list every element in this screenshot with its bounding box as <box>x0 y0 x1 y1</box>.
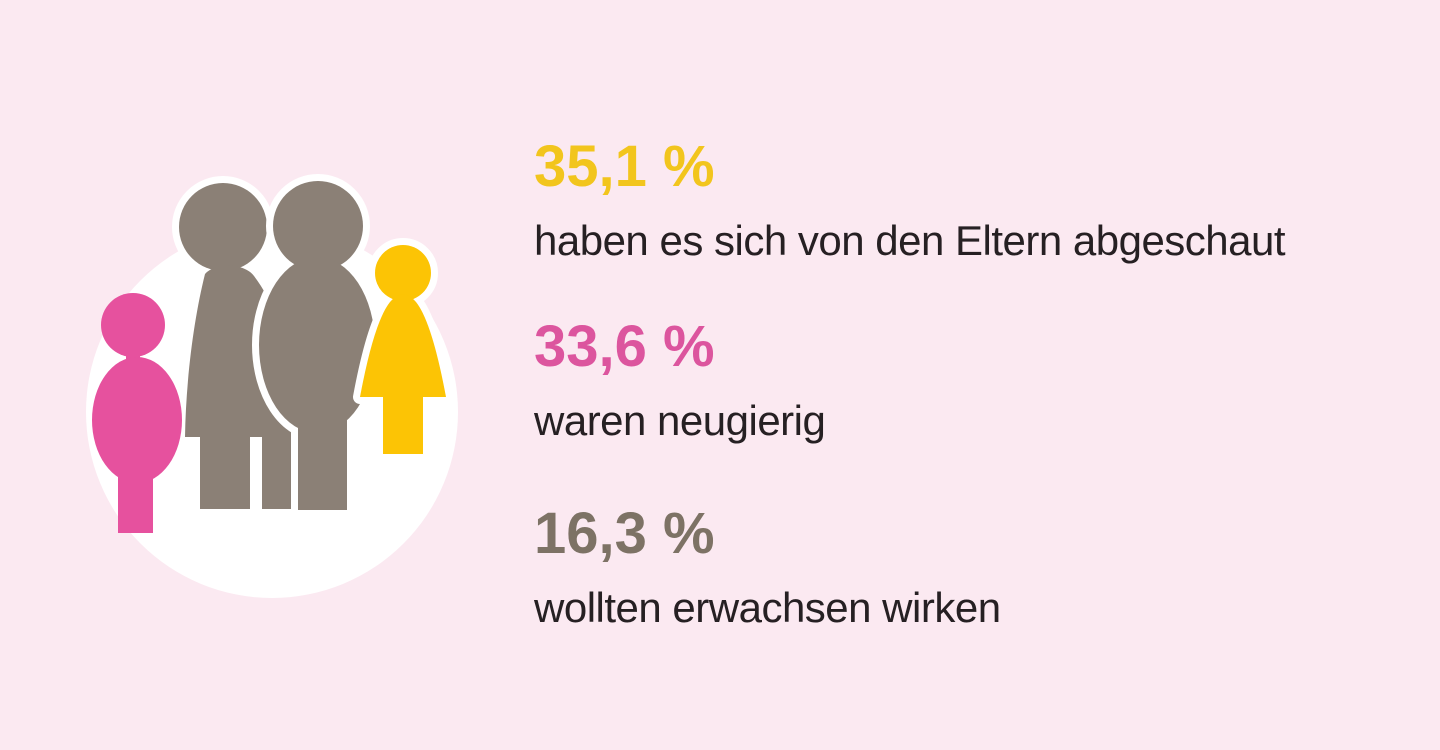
stat-label: waren neugierig <box>534 397 826 444</box>
stat-label: haben es sich von den Eltern abgeschaut <box>534 217 1286 264</box>
stat-value: 16,3 % <box>534 501 715 566</box>
stat-value: 35,1 % <box>534 134 715 199</box>
stat-label: wollten erwachsen wirken <box>534 584 1001 631</box>
stat-value: 33,6 % <box>534 314 715 379</box>
stat-item-erwachsen: 16,3 % wollten erwachsen wirken <box>534 505 1001 629</box>
stat-item-neugierig: 33,6 % waren neugierig <box>534 314 826 444</box>
stat-item-eltern: 35,1 % haben es sich von den Eltern abge… <box>534 134 1286 264</box>
